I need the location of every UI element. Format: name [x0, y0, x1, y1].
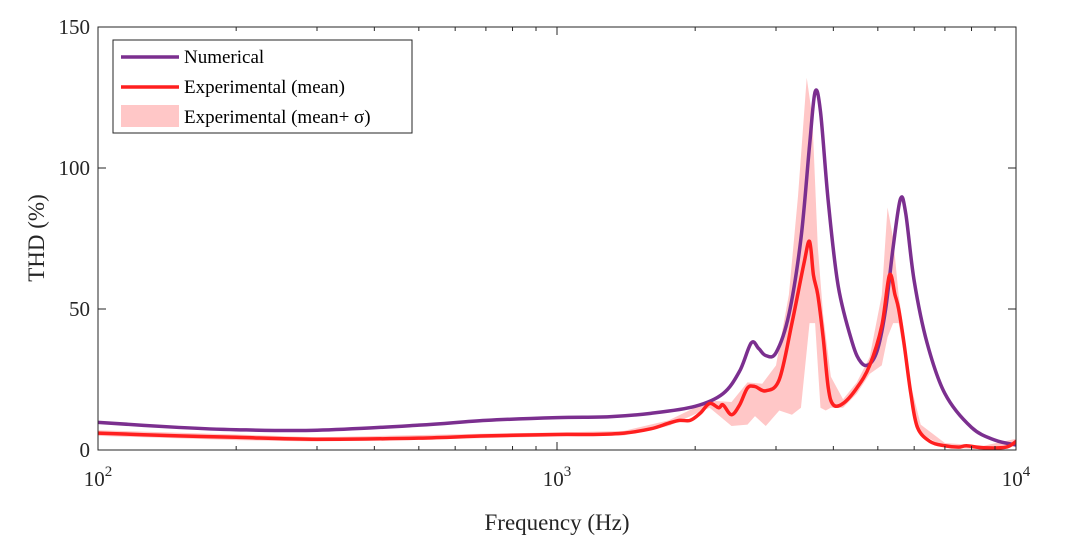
y-axis-label: THD (%) — [24, 194, 49, 282]
y-tick-label: 150 — [59, 15, 91, 39]
y-tick-label: 50 — [69, 297, 90, 321]
plot-area — [98, 77, 1016, 450]
y-axis-ticks: 0 50 100 150 — [59, 15, 1016, 462]
legend-label-experimental-mean: Experimental (mean) — [184, 77, 345, 98]
axes-box — [97, 26, 1017, 451]
experimental-mean-series-line — [98, 239, 1016, 450]
x-axis-label: Frequency (Hz) — [485, 510, 630, 535]
y-tick-label: 100 — [59, 156, 91, 180]
y-tick-label: 0 — [80, 438, 91, 462]
numerical-series-line — [98, 88, 1016, 447]
legend-label-numerical: Numerical — [184, 47, 264, 68]
legend-swatch-experimental-band — [121, 105, 179, 127]
x-tick-label: 103 — [543, 464, 572, 491]
x-tick-label: 104 — [1002, 464, 1031, 491]
legend: Numerical Experimental (mean) Experiment… — [112, 39, 413, 134]
legend-label-experimental-band: Experimental (mean+ σ) — [184, 107, 371, 128]
x-tick-label: 102 — [84, 464, 113, 491]
